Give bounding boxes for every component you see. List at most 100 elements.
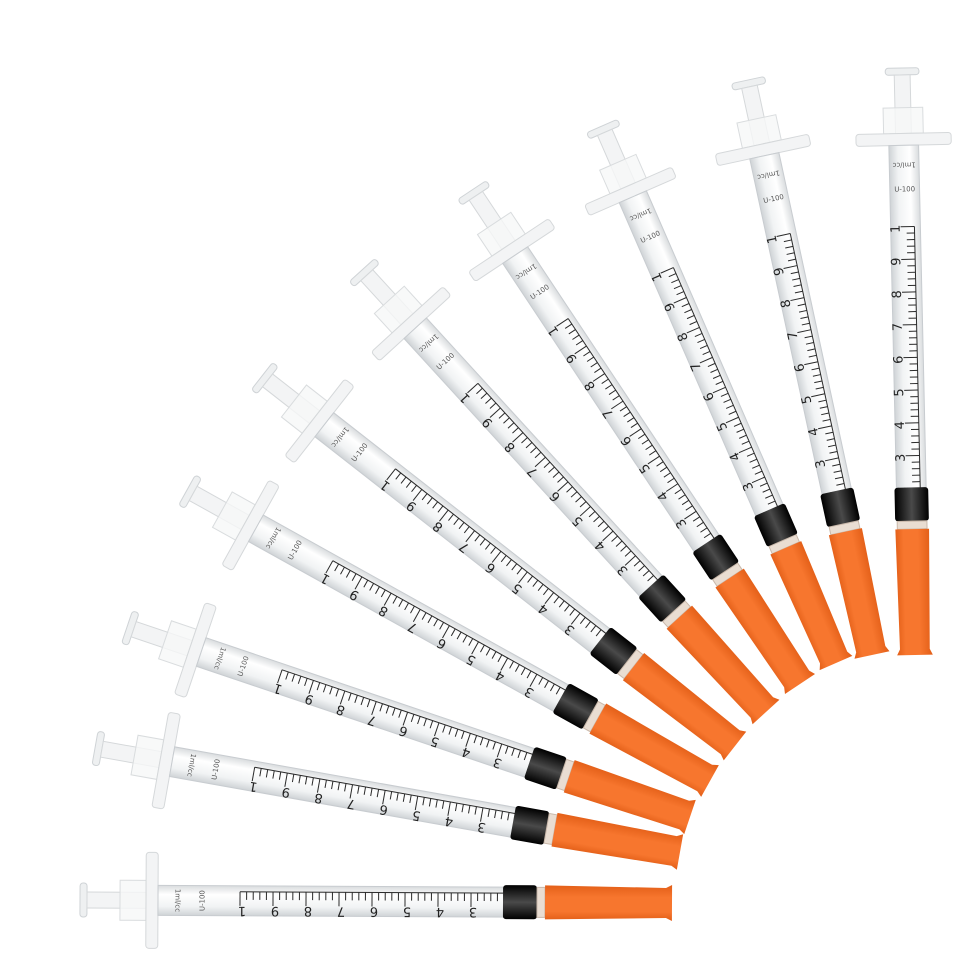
scale-tick [311,777,314,786]
scale-tick [448,726,452,735]
scale-tick [349,784,354,799]
scale-tick [506,559,512,567]
scale-tick [516,567,523,575]
scale-tick [659,466,668,473]
scale-tick [624,550,632,557]
scale-tick [555,686,561,695]
scale-tick [412,609,421,622]
scale-tick [595,629,602,637]
scale-tick [331,781,334,790]
needle-cap [715,568,816,694]
barrel [749,152,855,510]
scale-tick [572,334,580,340]
finger-flange [145,851,159,949]
syringe: 1987654321ml/ccU-100 [79,851,673,949]
scale-tick [491,651,497,659]
scale-tick [512,427,519,434]
scale-tick [586,356,595,362]
scale-tick [575,496,582,503]
scale-tick [454,728,459,737]
needle-cap [551,812,684,870]
scale-tick [462,635,468,643]
syringe: 1987654321ml/ccU-100 [715,76,890,659]
scale-tick [285,671,289,680]
scale-tick [633,560,641,567]
scale-tick [490,546,497,554]
needle-cap [622,653,747,761]
scale-tick [696,521,704,528]
scale-tick [765,494,773,499]
scale-tick [474,806,477,815]
scale-tick [525,442,533,449]
needle-cap [828,528,890,659]
scale-tick [602,525,609,533]
scale-tick [544,592,555,605]
scale-tick [357,785,360,794]
scale-tick [532,579,539,587]
syringe: 1987654321ml/ccU-100 [179,475,719,797]
scale-number: 8 [304,903,312,918]
scale-tick [641,439,649,445]
scale-tick [494,810,497,819]
scale-tick [329,686,333,695]
scale-line [672,267,779,508]
scale-number: 3 [894,454,909,463]
scale-tick [487,808,490,817]
scale-number: 3 [476,818,487,834]
plunger-thumb-rest [884,67,920,76]
scale-tick [404,602,410,611]
scale-tick [402,793,406,802]
scale-tick [792,277,801,281]
scale-number: 8 [778,298,794,309]
scale-number: 5 [892,388,907,397]
scale-tick [432,501,439,509]
scale-number: 3 [813,458,829,469]
scale-tick [642,570,650,577]
plunger-seal [693,534,739,580]
scale-tick [339,690,346,705]
scale-tick [629,428,642,437]
scale-tick [548,466,555,473]
scale-tick [668,273,677,278]
scale-tick [485,397,492,404]
scale-tick [822,418,831,422]
scale-tick [558,600,565,608]
scale-tick [728,410,737,415]
scale-tick [498,412,506,419]
scale-number: 1 [764,234,780,245]
scale-tick [370,787,373,797]
scale-tick [417,716,421,725]
scale-tick [491,550,502,563]
scale-tick [354,576,363,590]
unit-label: U-100 [209,758,222,780]
scale-tick [570,491,578,498]
scale-number: 9 [771,266,787,277]
scale-tick [251,767,256,782]
scale-tick [574,345,587,355]
scale-tick [433,722,440,737]
plunger-thumb-rest [79,882,88,918]
needle-cap [589,703,719,797]
scale-tick [807,348,816,352]
scale-tick [447,801,451,816]
scale-tick [458,522,465,530]
scale-tick [725,416,739,424]
scale-number: 7 [346,795,357,811]
scale-tick [363,579,369,588]
scale-tick [569,608,576,616]
scale-tick [676,291,685,296]
scale-tick [564,323,573,329]
scale-tick [411,484,417,493]
scale-tick [787,258,796,262]
needle-hub [896,520,928,530]
scale-tick [409,794,412,804]
scale-tick [723,398,731,403]
scale-tick [783,265,798,269]
scale-tick [278,771,282,780]
scale-tick [612,395,620,401]
scale-tick [797,329,812,334]
scale-tick [594,367,602,373]
scale-tick [665,483,679,492]
scale-tick [344,783,347,792]
unit-label: U-100 [198,890,206,911]
